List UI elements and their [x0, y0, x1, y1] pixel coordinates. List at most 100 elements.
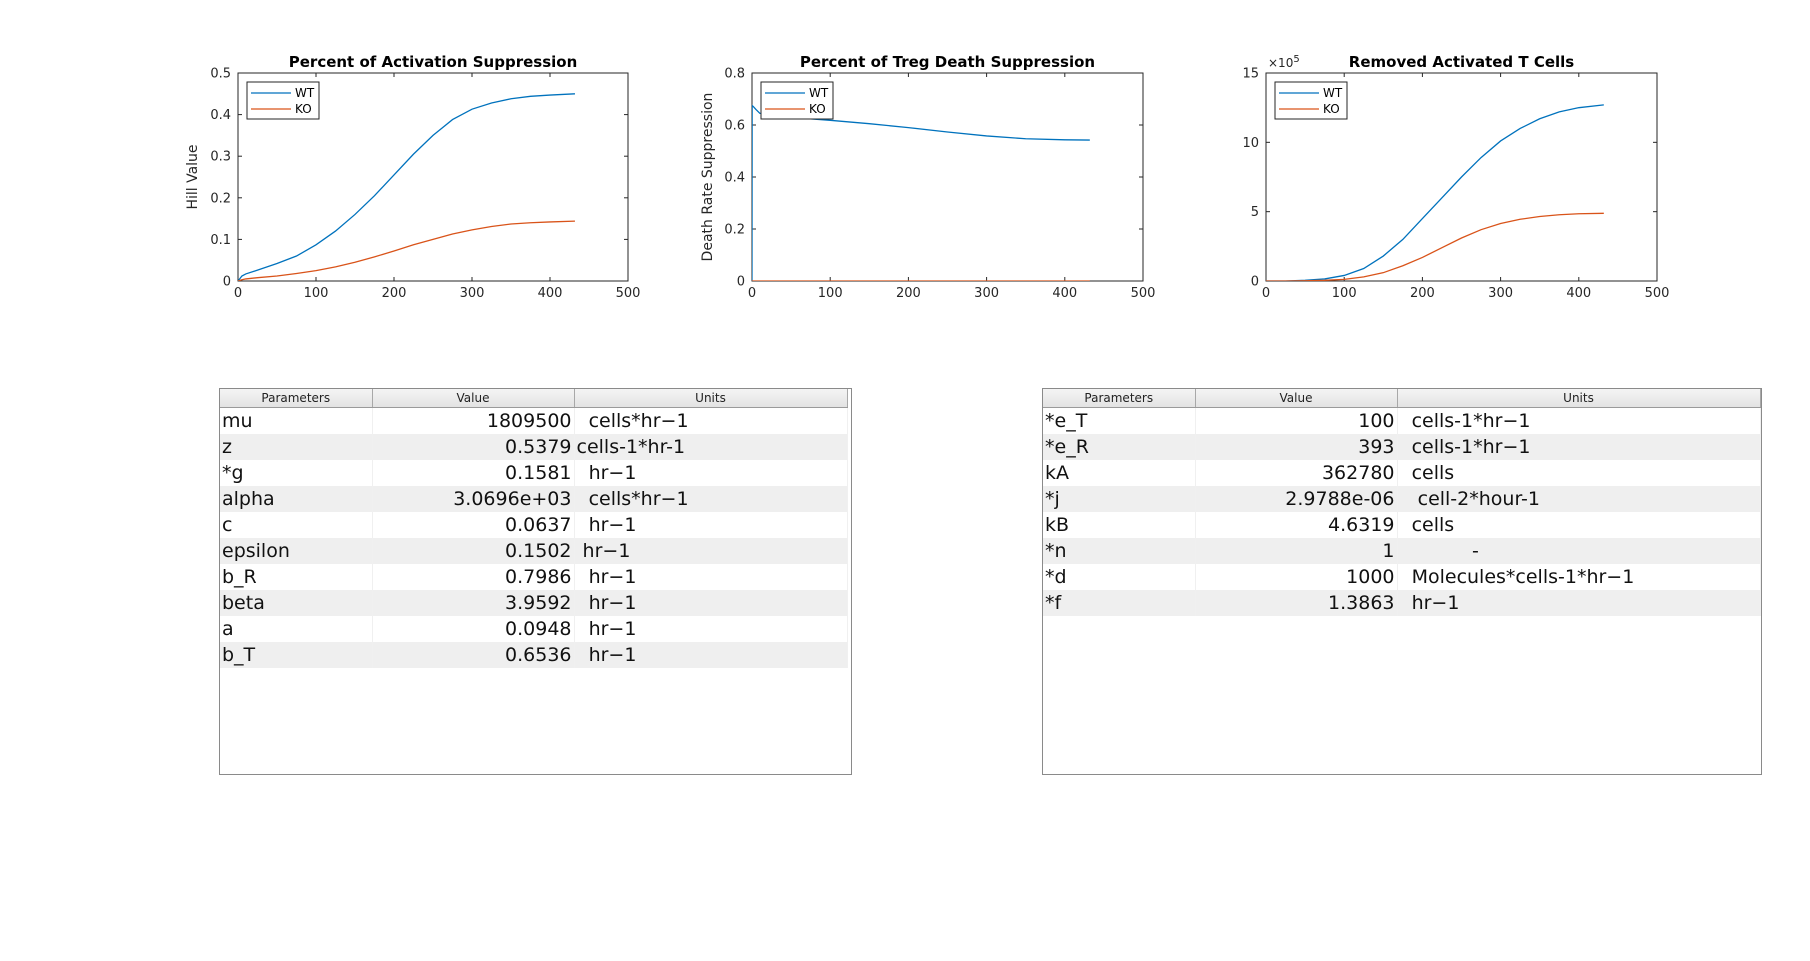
parameter-name-cell[interactable]: b_T [220, 642, 373, 668]
parameter-name-cell[interactable]: *e_T [1043, 407, 1196, 434]
parameter-name-cell[interactable]: *f [1043, 590, 1196, 616]
parameter-value-cell[interactable]: 0.6536 [372, 642, 575, 668]
column-header-parameters[interactable]: Parameters [1043, 389, 1196, 408]
parameter-name-cell[interactable]: b_R [220, 564, 373, 590]
column-header-units[interactable]: Units [1397, 389, 1761, 408]
parameter-value-cell[interactable]: 2.9788e-06 [1195, 486, 1398, 512]
column-header-parameters[interactable]: Parameters [220, 389, 373, 408]
parameter-name-cell[interactable]: z [220, 434, 373, 460]
parameter-value-cell[interactable]: 1.3863 [1195, 590, 1398, 616]
parameter-name-cell[interactable]: *d [1043, 564, 1196, 590]
parameter-value-cell[interactable]: 3.9592 [372, 590, 575, 616]
table-row[interactable]: c 0.0637 hr−1 [220, 512, 848, 538]
table-row[interactable]: kA 362780 cells [1043, 460, 1761, 486]
table-row[interactable]: *f 1.3863 hr−1 [1043, 590, 1761, 616]
series-line-wt [752, 104, 1090, 281]
parameter-value-cell[interactable]: 393 [1195, 434, 1398, 460]
parameter-value-cell[interactable]: 1809500 [372, 407, 575, 434]
table-row[interactable]: b_T 0.6536 hr−1 [220, 642, 848, 668]
parameter-units-cell[interactable]: hr−1 [574, 564, 848, 590]
table-row[interactable]: b_R 0.7986 hr−1 [220, 564, 848, 590]
parameter-name-cell[interactable]: *n [1043, 538, 1196, 564]
parameter-name-cell[interactable]: beta [220, 590, 373, 616]
parameter-units-cell[interactable]: hr−1 [574, 616, 848, 642]
column-header-value[interactable]: Value [1195, 389, 1398, 408]
parameter-units-cell[interactable]: hr−1 [574, 512, 848, 538]
table-row[interactable]: alpha 3.0696e+03 cells*hr−1 [220, 486, 848, 512]
parameter-value-cell[interactable]: 100 [1195, 407, 1398, 434]
x-tick-label: 300 [460, 286, 485, 301]
parameter-units-cell[interactable]: hr−1 [574, 590, 848, 616]
parameter-name-cell[interactable]: kA [1043, 460, 1196, 486]
table-row[interactable]: *j 2.9788e-06 cell-2*hour-1 [1043, 486, 1761, 512]
table-body: mu 1809500 cells*hr−1 z 0.5379 cells-1*hr-1 *… [220, 407, 848, 668]
parameter-units-cell[interactable]: cells-1*hr−1 [1397, 434, 1761, 460]
table-row[interactable]: *e_R 393 cells-1*hr−1 [1043, 434, 1761, 460]
column-header-value[interactable]: Value [372, 389, 575, 408]
legend-label-ko: KO [295, 102, 312, 116]
parameter-value-cell[interactable]: 4.6319 [1195, 512, 1398, 538]
legend: WT KO [760, 81, 834, 120]
parameter-value-cell[interactable]: 0.5379 [372, 434, 575, 460]
table-row[interactable]: z 0.5379 cells-1*hr-1 [220, 434, 848, 460]
parameter-name-cell[interactable]: mu [220, 407, 373, 434]
parameter-value-cell[interactable]: 362780 [1195, 460, 1398, 486]
parameter-units-cell[interactable]: cells-1*hr−1 [1397, 407, 1761, 434]
x-tick-label: 100 [818, 286, 843, 301]
table-row[interactable]: a 0.0948 hr−1 [220, 616, 848, 642]
legend-label-wt: WT [295, 86, 315, 100]
x-tick-label: 0 [748, 286, 756, 301]
table-row[interactable]: *g 0.1581 hr−1 [220, 460, 848, 486]
parameter-name-cell[interactable]: *j [1043, 486, 1196, 512]
y-tick-label: 0 [223, 275, 231, 290]
table-row[interactable]: beta 3.9592 hr−1 [220, 590, 848, 616]
parameter-units-cell[interactable]: cells [1397, 512, 1761, 538]
x-tick-label: 100 [304, 286, 329, 301]
y-tick-label: 5 [1251, 205, 1259, 220]
parameter-value-cell[interactable]: 0.0637 [372, 512, 575, 538]
parameter-name-cell[interactable]: a [220, 616, 373, 642]
table-row[interactable]: *n 1 - [1043, 538, 1761, 564]
parameter-name-cell[interactable]: *e_R [1043, 434, 1196, 460]
y-tick-label: 15 [1242, 67, 1259, 82]
parameter-value-cell[interactable]: 1000 [1195, 564, 1398, 590]
parameter-units-cell[interactable]: Molecules*cells-1*hr−1 [1397, 564, 1761, 590]
y-axis-label: Death Rate Suppression [700, 93, 716, 262]
y-tick-label: 10 [1242, 136, 1259, 151]
legend-box [246, 81, 320, 120]
parameter-value-cell[interactable]: 0.1502 [372, 538, 575, 564]
parameter-value-cell[interactable]: 1 [1195, 538, 1398, 564]
x-tick-label: 500 [1131, 286, 1156, 301]
parameter-units-cell[interactable]: hr−1 [574, 642, 848, 668]
parameter-name-cell[interactable]: epsilon [220, 538, 373, 564]
parameter-units-cell[interactable]: cells*hr−1 [574, 407, 848, 434]
table-row[interactable]: kB 4.6319 cells [1043, 512, 1761, 538]
parameter-name-cell[interactable]: c [220, 512, 373, 538]
x-tick-label: 0 [1262, 286, 1270, 301]
parameter-units-cell[interactable]: cells-1*hr-1 [574, 434, 848, 460]
y-tick-label: 0.4 [210, 108, 231, 123]
parameter-units-cell[interactable]: hr−1 [574, 460, 848, 486]
y-axis-label: Hill Value [185, 144, 201, 209]
y-tick-label: 0.6 [724, 119, 745, 134]
parameter-name-cell[interactable]: alpha [220, 486, 373, 512]
parameter-value-cell[interactable]: 0.7986 [372, 564, 575, 590]
parameter-name-cell[interactable]: *g [220, 460, 373, 486]
column-header-units[interactable]: Units [574, 389, 848, 408]
parameter-units-cell[interactable]: hr−1 [1397, 590, 1761, 616]
parameter-units-cell[interactable]: cells*hr−1 [574, 486, 848, 512]
table-row[interactable]: *e_T 100 cells-1*hr−1 [1043, 407, 1761, 434]
parameter-value-cell[interactable]: 0.0948 [372, 616, 575, 642]
parameter-value-cell[interactable]: 3.0696e+03 [372, 486, 575, 512]
table-row[interactable]: mu 1809500 cells*hr−1 [220, 407, 848, 434]
parameter-value-cell[interactable]: 0.1581 [372, 460, 575, 486]
parameter-units-cell[interactable]: hr−1 [574, 538, 848, 564]
table-row[interactable]: epsilon 0.1502 hr−1 [220, 538, 848, 564]
parameter-units-cell[interactable]: - [1397, 538, 1761, 564]
x-tick-label: 400 [1566, 286, 1591, 301]
chart-panel-1: 0 100 200 300 400 500 0 0.1 0.2 0.3 0.4 0.5 Percent … [185, 53, 640, 301]
parameter-units-cell[interactable]: cells [1397, 460, 1761, 486]
parameter-name-cell[interactable]: kB [1043, 512, 1196, 538]
parameter-units-cell[interactable]: cell-2*hour-1 [1397, 486, 1761, 512]
table-row[interactable]: *d 1000 Molecules*cells-1*hr−1 [1043, 564, 1761, 590]
